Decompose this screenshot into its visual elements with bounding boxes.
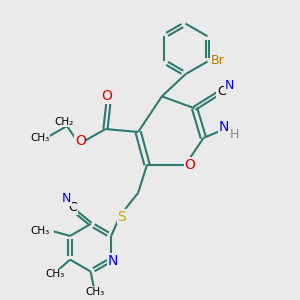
Text: O: O [101,89,112,103]
Text: C: C [68,201,77,214]
Text: O: O [75,134,86,148]
Text: N: N [107,254,118,268]
Text: CH₃: CH₃ [31,133,50,143]
Text: S: S [117,210,126,224]
Text: CH₃: CH₃ [46,269,65,280]
Text: N: N [62,192,72,205]
Text: O: O [184,158,196,172]
Text: Br: Br [211,53,225,67]
Text: H: H [229,128,239,142]
Text: CH₃: CH₃ [85,287,105,297]
Text: N: N [225,80,234,92]
Text: C: C [217,85,226,98]
Text: N: N [219,120,230,134]
Text: CH₂: CH₂ [54,117,74,127]
Text: CH₃: CH₃ [30,226,49,236]
